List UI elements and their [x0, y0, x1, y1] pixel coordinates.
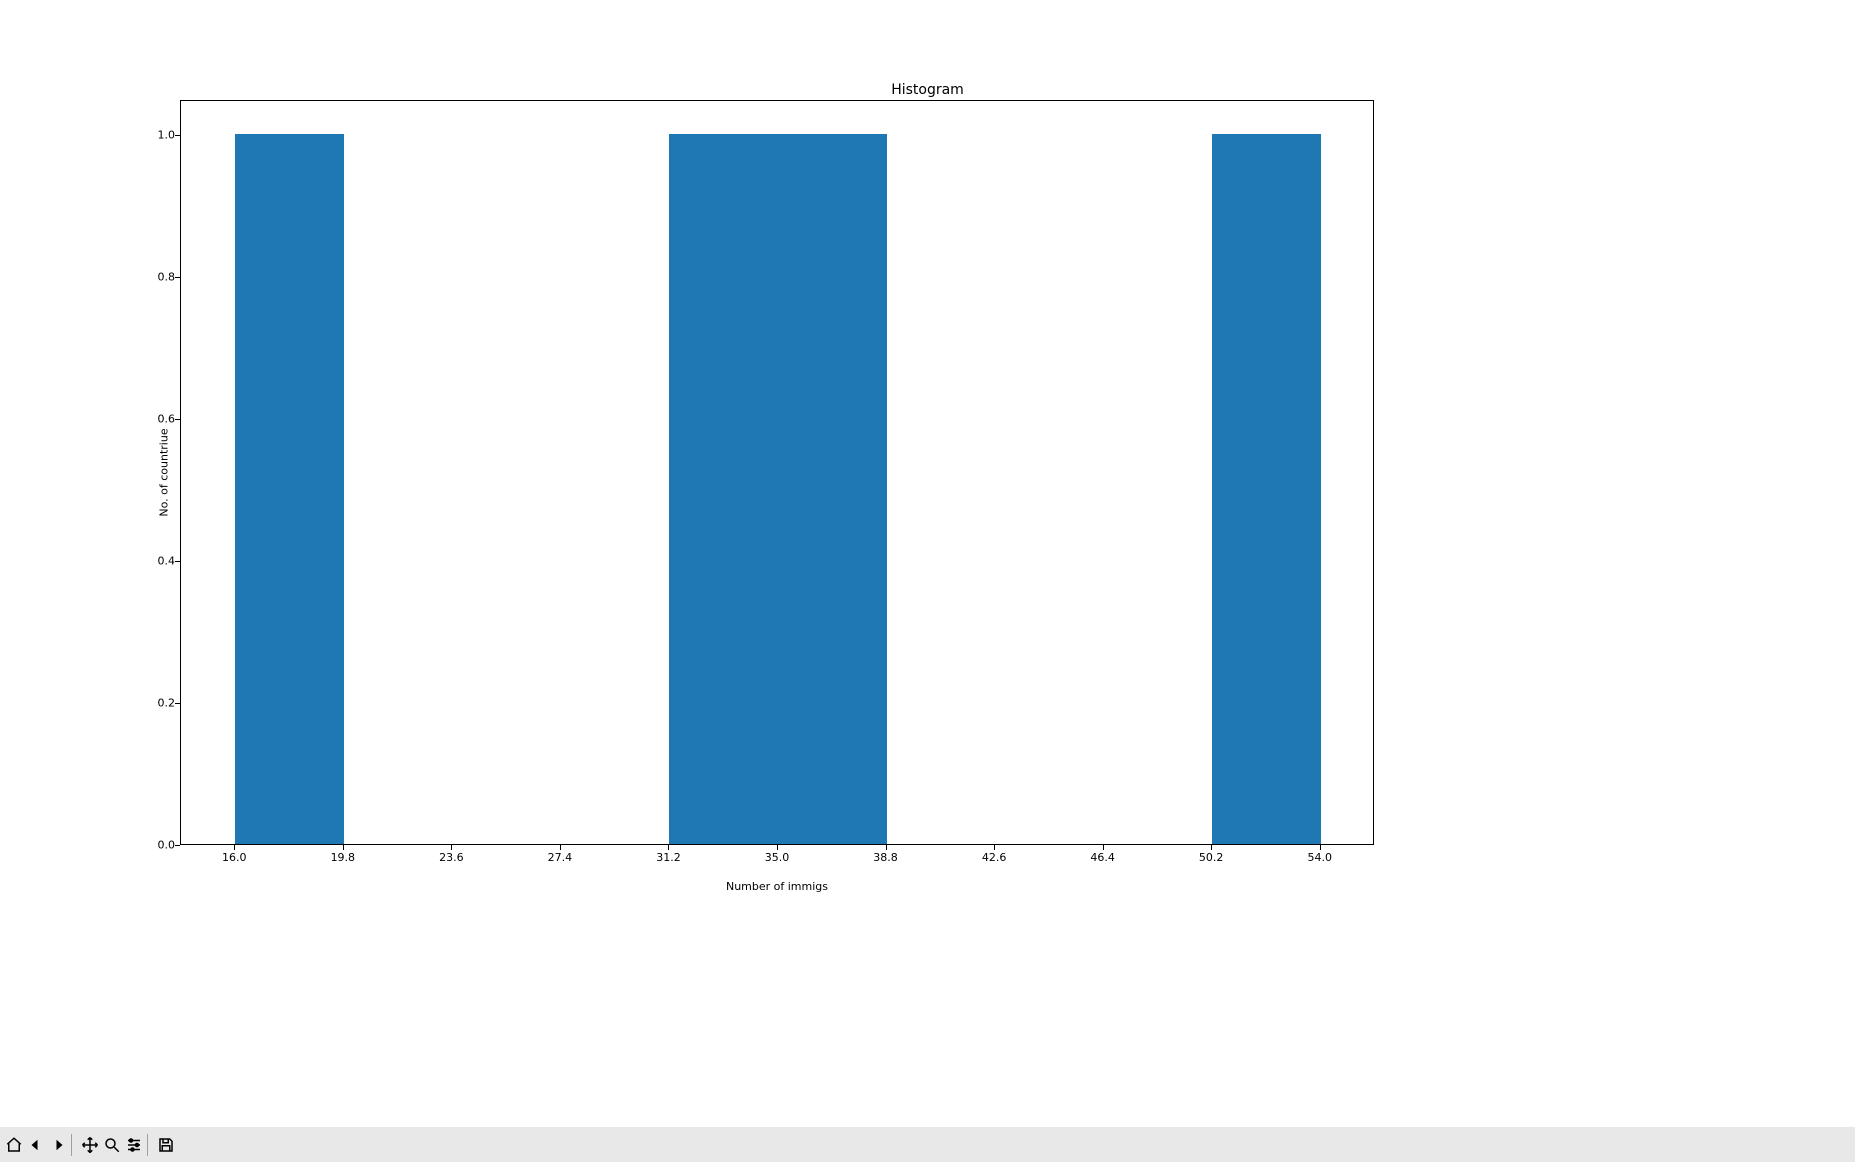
- y-tick-label: 0.4: [135, 555, 175, 568]
- plot-area: [180, 100, 1374, 845]
- x-tick-label: 42.6: [982, 851, 1007, 864]
- zoom-button[interactable]: [101, 1134, 123, 1156]
- configure-button[interactable]: [123, 1134, 145, 1156]
- y-tick-label: 0.0: [135, 839, 175, 852]
- save-button[interactable]: [155, 1134, 177, 1156]
- histogram-bar: [778, 134, 887, 844]
- x-tick-mark: [1320, 845, 1321, 850]
- x-tick-label: 31.2: [656, 851, 681, 864]
- x-tick-mark: [234, 845, 235, 850]
- back-button[interactable]: [25, 1134, 47, 1156]
- histogram-bar: [1212, 134, 1321, 844]
- y-tick-label: 0.8: [135, 271, 175, 284]
- x-tick-label: 50.2: [1199, 851, 1224, 864]
- y-tick-label: 0.2: [135, 697, 175, 710]
- home-button[interactable]: [3, 1134, 25, 1156]
- x-tick-label: 27.4: [548, 851, 573, 864]
- x-axis-label: Number of immigs: [180, 880, 1374, 893]
- x-tick-mark: [1211, 845, 1212, 850]
- x-tick-label: 38.8: [873, 851, 898, 864]
- x-tick-mark: [777, 845, 778, 850]
- x-tick-label: 35.0: [765, 851, 790, 864]
- toolbar-separator: [71, 1134, 77, 1156]
- y-axis-label: No. of countriue: [120, 100, 208, 845]
- y-tick-label: 1.0: [135, 129, 175, 142]
- x-tick-label: 46.4: [1090, 851, 1115, 864]
- y-tick-mark: [175, 419, 180, 420]
- sliders-icon: [125, 1136, 143, 1154]
- histogram-bar: [235, 134, 344, 844]
- y-tick-mark: [175, 703, 180, 704]
- histogram-bar: [669, 134, 778, 844]
- x-tick-mark: [343, 845, 344, 850]
- x-tick-label: 23.6: [439, 851, 464, 864]
- zoom-icon: [103, 1136, 121, 1154]
- arrow-left-icon: [27, 1136, 45, 1154]
- y-tick-label: 0.6: [135, 413, 175, 426]
- x-tick-mark: [886, 845, 887, 850]
- home-icon: [5, 1136, 23, 1154]
- y-tick-mark: [175, 845, 180, 846]
- y-tick-mark: [175, 277, 180, 278]
- x-tick-label: 16.0: [222, 851, 247, 864]
- x-tick-label: 54.0: [1307, 851, 1332, 864]
- save-icon: [157, 1136, 175, 1154]
- x-tick-label: 19.8: [331, 851, 356, 864]
- chart-title: Histogram: [0, 82, 1855, 98]
- move-icon: [81, 1136, 99, 1154]
- x-tick-mark: [994, 845, 995, 850]
- toolbar-separator: [147, 1134, 153, 1156]
- pan-button[interactable]: [79, 1134, 101, 1156]
- matplotlib-toolbar: [0, 1127, 1855, 1162]
- x-tick-mark: [668, 845, 669, 850]
- x-tick-mark: [451, 845, 452, 850]
- x-tick-mark: [1103, 845, 1104, 850]
- figure: Histogram No. of countriue Number of imm…: [0, 0, 1855, 1127]
- x-tick-mark: [560, 845, 561, 850]
- forward-button[interactable]: [47, 1134, 69, 1156]
- y-tick-mark: [175, 135, 180, 136]
- y-tick-mark: [175, 561, 180, 562]
- arrow-right-icon: [49, 1136, 67, 1154]
